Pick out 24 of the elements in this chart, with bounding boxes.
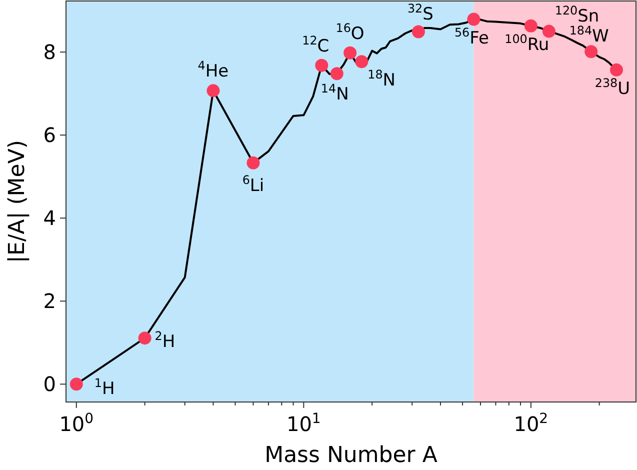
annotation: $^{56}$Fe (454, 25, 489, 48)
x-tick-label: 10$^{0}$ (59, 411, 94, 436)
annotation: $^{6}$Li (242, 172, 264, 196)
annotation: $^{18}$N (368, 68, 396, 91)
annotation: $^{184}$W (569, 24, 610, 47)
y-tick-label: 8 (43, 40, 56, 64)
annotation: $^{238}$U (594, 76, 630, 99)
annotation: $^{120}$Sn (554, 3, 600, 26)
annotation: $^{1}$H (94, 376, 115, 400)
annotation: $^{2}$H (154, 329, 176, 352)
y-tick-label: 4 (43, 206, 56, 230)
annotation: $^{32}$S (407, 2, 434, 25)
annotation: $^{100}$Ru (504, 32, 550, 55)
annotation: $^{16}$O (336, 20, 364, 44)
y-axis-title: |E/A| (MeV) (5, 140, 30, 263)
y-tick-label: 6 (43, 123, 56, 148)
y-tick-label: 2 (43, 289, 56, 314)
annotation: $^{14}$N (320, 82, 349, 105)
x-tick-label: 10$^{1}$ (286, 411, 321, 436)
x-tick-label: 10$^{2}$ (514, 411, 548, 436)
annotation: $^{12}$C (302, 33, 330, 56)
y-tick-label: 0 (43, 372, 56, 396)
annotation: $^{4}$He (198, 58, 229, 82)
x-axis-title: Mass Number A (264, 443, 438, 468)
